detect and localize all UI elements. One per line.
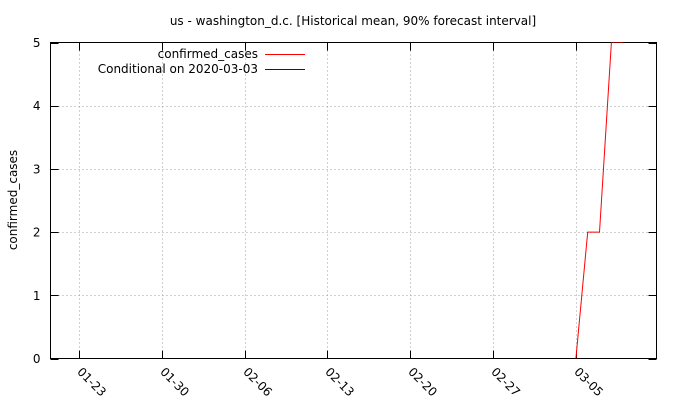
y-tick-label: 5 <box>33 36 41 50</box>
legend-label-confirmed-cases: confirmed_cases <box>158 47 258 61</box>
legend-label-conditional: Conditional on 2020-03-03 <box>98 62 258 76</box>
x-tick-label: 01-23 <box>74 365 109 400</box>
x-tick-label: 01-30 <box>157 365 192 400</box>
grid-lines <box>50 42 657 359</box>
axis-ticks: 0 1 2 3 4 5 01-23 01-30 02-06 02-13 02-20 02-27 03-0… <box>33 36 657 399</box>
y-tick-label: 2 <box>33 226 41 240</box>
x-tick-label: 02-20 <box>405 365 440 400</box>
series-line-0 <box>575 42 624 359</box>
chart-title: us - washington_d.c. [Historical mean, 9… <box>170 14 536 28</box>
x-tick-label: 02-13 <box>322 365 357 400</box>
series-lines <box>575 42 624 359</box>
x-tick-label: 02-06 <box>240 365 275 400</box>
legend: confirmed_cases Conditional on 2020-03-0… <box>98 47 305 76</box>
y-tick-label: 3 <box>33 162 41 176</box>
x-tick-label: 03-05 <box>571 365 606 400</box>
plot-frame <box>50 42 657 359</box>
y-axis-label: confirmed_cases <box>6 150 20 250</box>
y-tick-label: 4 <box>33 99 41 113</box>
y-tick-label: 1 <box>33 289 41 303</box>
x-tick-label: 02-27 <box>488 365 523 400</box>
y-tick-label: 0 <box>33 352 41 366</box>
